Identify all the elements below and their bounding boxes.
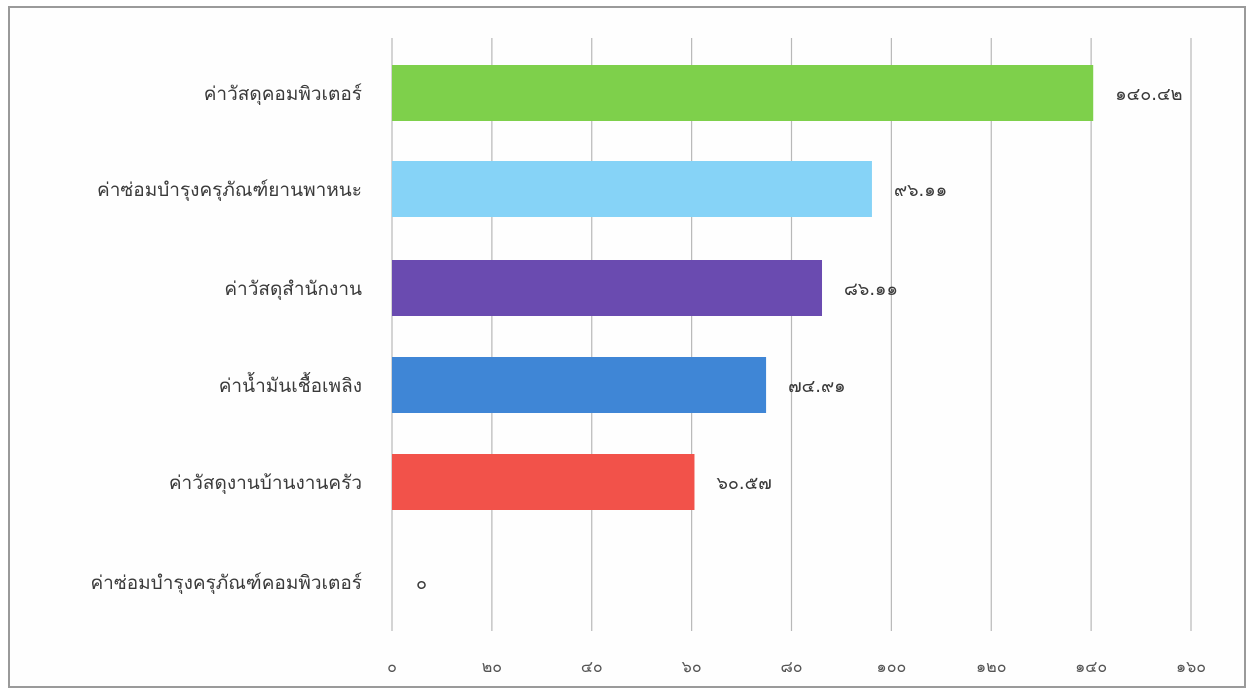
bar-0 <box>392 65 1094 121</box>
x-tick-label: ๑๒๐ <box>976 657 1006 676</box>
x-tick-label: ๘๐ <box>780 657 802 676</box>
bar-4 <box>392 454 695 510</box>
x-tick-label: ๑๖๐ <box>1176 657 1206 676</box>
category-label: ค่าวัสดุสำนักงาน <box>224 278 362 301</box>
category-labels: ค่าวัสดุคอมพิวเตอร์ค่าซ่อมบำรุงครุภัณฑ์ย… <box>90 83 362 595</box>
x-tick-label: ๑๐๐ <box>877 657 907 676</box>
category-label: ค่าน้ำมันเชื้อเพลิง <box>219 372 362 397</box>
bar-3 <box>392 357 767 413</box>
x-tick-label: ๐ <box>387 657 397 676</box>
value-label: ๑๔๐.๔๒ <box>1115 84 1182 105</box>
category-label: ค่าวัสดุคอมพิวเตอร์ <box>204 83 362 106</box>
value-label: ๖๐.๕๗ <box>716 473 771 494</box>
x-tick-label: ๖๐ <box>682 657 702 676</box>
value-label: ๙๖.๑๑ <box>894 180 947 201</box>
bars <box>392 65 1094 510</box>
chart-frame: ค่าวัสดุคอมพิวเตอร์ค่าซ่อมบำรุงครุภัณฑ์ย… <box>8 6 1246 688</box>
gridlines <box>391 38 1192 631</box>
category-label: ค่าวัสดุงานบ้านงานครัว <box>169 472 362 495</box>
bar-2 <box>392 260 823 316</box>
category-label: ค่าซ่อมบำรุงครุภัณฑ์ยานพาหนะ <box>97 179 362 202</box>
category-label: ค่าซ่อมบำรุงครุภัณฑ์คอมพิวเตอร์ <box>90 572 362 595</box>
x-tick-label: ๔๐ <box>581 657 603 676</box>
value-label: ๗๔.๙๑ <box>788 376 846 397</box>
value-label: ๐ <box>416 573 427 594</box>
x-axis-tick-labels: ๐ ๒๐ ๔๐ ๖๐ ๘๐ ๑๐๐ ๑๒๐ ๑๔๐ ๑๖๐ <box>387 657 1206 676</box>
x-tick-label: ๒๐ <box>482 657 502 676</box>
value-label: ๘๖.๑๑ <box>844 279 898 300</box>
x-tick-label: ๑๔๐ <box>1075 657 1107 676</box>
bar-1 <box>392 161 872 217</box>
bar-chart: ค่าวัสดุคอมพิวเตอร์ค่าซ่อมบำรุงครุภัณฑ์ย… <box>90 38 1206 676</box>
